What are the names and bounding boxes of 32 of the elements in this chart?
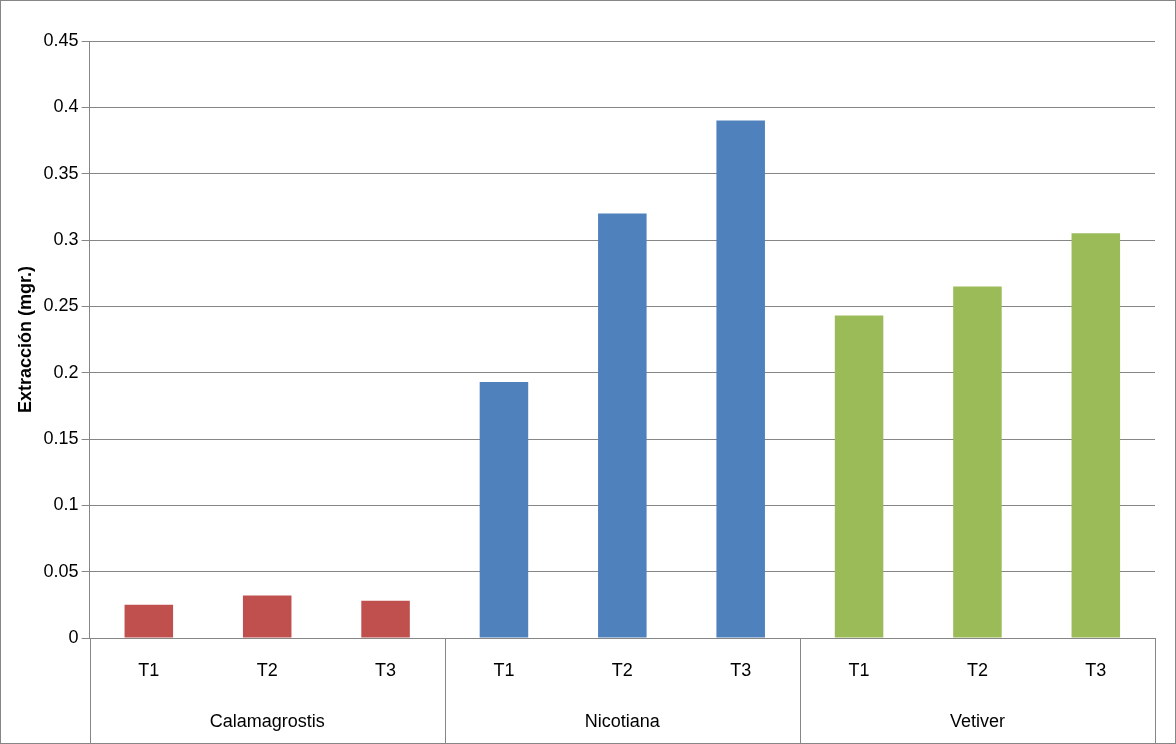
y-tick-label: 0.25 — [43, 295, 79, 316]
x-tick-label: T3 — [730, 659, 752, 680]
x-tick-label: T2 — [611, 659, 633, 680]
x-tick-label: T1 — [848, 659, 870, 680]
bar — [953, 286, 1002, 638]
y-tick-label: 0.4 — [53, 96, 79, 117]
x-tick-label: T3 — [1085, 659, 1107, 680]
y-tick-label: 0.1 — [53, 494, 79, 515]
y-tick-label: 0.15 — [43, 427, 79, 448]
bar — [1071, 233, 1121, 638]
y-tick-label: 0.3 — [53, 228, 79, 249]
bar — [716, 120, 765, 638]
y-tick-label: 0.2 — [53, 361, 79, 382]
text: Nicotiana — [584, 710, 661, 731]
y-tick-label: 0.05 — [43, 560, 79, 581]
y-tick-label: 0 — [68, 626, 79, 647]
x-tick-label: T2 — [256, 659, 278, 680]
bar — [242, 595, 292, 638]
bar — [598, 213, 647, 638]
text: Vetiver — [949, 710, 1005, 731]
y-tick-label: 0.35 — [43, 162, 79, 183]
bar — [834, 315, 884, 638]
x-tick-label: T2 — [966, 659, 988, 680]
x-tick-label: T3 — [375, 659, 397, 680]
bar — [361, 600, 410, 638]
y-axis-title: Extracción (mgr.) — [14, 265, 35, 414]
bar — [479, 381, 529, 638]
bar — [124, 604, 174, 638]
x-tick-label: T1 — [493, 659, 515, 680]
y-tick-label: 0.45 — [43, 29, 79, 50]
text: Calamagrostis — [209, 710, 325, 731]
x-tick-label: T1 — [138, 659, 160, 680]
